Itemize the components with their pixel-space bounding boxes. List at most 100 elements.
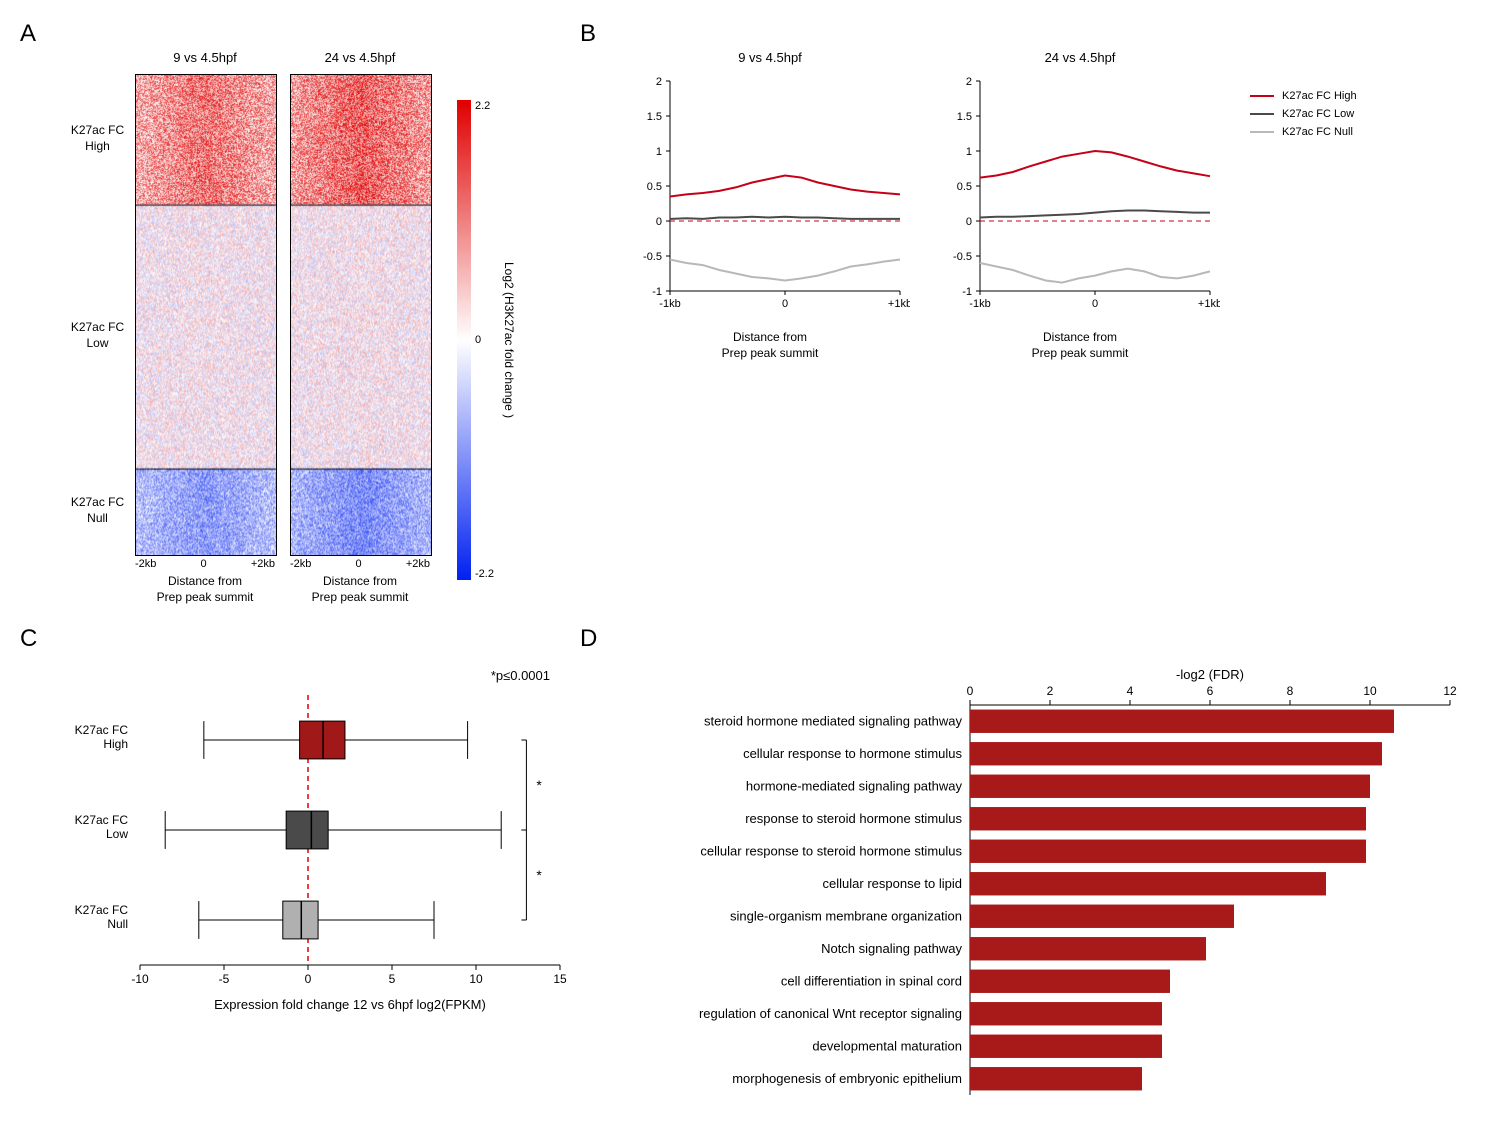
legend-item: K27ac FC Null <box>1250 126 1357 138</box>
heatmap-title: 9 vs 4.5hpf <box>135 50 275 68</box>
svg-text:10: 10 <box>469 972 483 986</box>
svg-text:1.5: 1.5 <box>957 111 972 123</box>
legend-swatch <box>1250 113 1274 115</box>
tick-label: -2kb <box>290 558 311 570</box>
panel-a-label: A <box>20 20 36 48</box>
panel-b-label: B <box>580 20 596 48</box>
svg-text:0: 0 <box>656 216 662 228</box>
svg-text:15: 15 <box>553 972 567 986</box>
panel-d: D 024681012-log2 (FDR)steroid hormone me… <box>580 625 1500 1110</box>
profile-xlabel: Distance from Prep peak summit <box>940 330 1220 361</box>
profile-title: 9 vs 4.5hpf <box>630 50 910 65</box>
panel-b: B 9 vs 4.5hpf -1 -0.5 0 0.5 1 1.5 2 -1kb 0 +1kb D… <box>580 20 1500 605</box>
svg-text:0: 0 <box>305 972 312 986</box>
svg-text:-1: -1 <box>652 286 662 298</box>
heatmap-xlabel: Distance from Prep peak summit <box>135 574 275 605</box>
svg-text:-0.5: -0.5 <box>953 251 972 263</box>
profile-xlabel: Distance from Prep peak summit <box>630 330 910 361</box>
heatmap-canvas <box>135 74 277 556</box>
heatmap-xticks: -2kb 0 +2kb <box>290 558 430 570</box>
svg-text:response to steroid hormone st: response to steroid hormone stimulus <box>745 811 962 826</box>
tick-label: 0 <box>201 558 207 570</box>
legend-label: K27ac FC High <box>1282 90 1357 102</box>
svg-text:-1: -1 <box>962 286 972 298</box>
tick-label: 0 <box>475 334 494 346</box>
colorbar-label: Log2 (H3K27ac fold change ) <box>502 262 516 418</box>
barchart-svg: 024681012-log2 (FDR)steroid hormone medi… <box>640 665 1470 1105</box>
legend: K27ac FC High K27ac FC Low K27ac FC Null <box>1250 90 1357 144</box>
legend-item: K27ac FC High <box>1250 90 1357 102</box>
svg-text:-10: -10 <box>131 972 149 986</box>
tick-label: +2kb <box>251 558 275 570</box>
colorbar-ticks: 2.2 0 -2.2 <box>475 100 494 580</box>
tick-label: -2.2 <box>475 568 494 580</box>
svg-text:-0.5: -0.5 <box>643 251 662 263</box>
svg-text:10: 10 <box>1363 684 1377 698</box>
legend-label: K27ac FC Null <box>1282 126 1353 138</box>
tick-label: +2kb <box>406 558 430 570</box>
svg-text:-5: -5 <box>219 972 230 986</box>
tick-label: 2.2 <box>475 100 494 112</box>
colorbar-canvas <box>457 100 471 580</box>
svg-text:K27ac FC: K27ac FC <box>75 903 129 917</box>
heatmap-row-labels: K27ac FC High K27ac FC Low K27ac FC Null <box>60 74 135 594</box>
panel-c: C *p≤0.0001 -10 -5 0 5 10 15 Expression fold ch… <box>20 625 580 1110</box>
figure: A K27ac FC High K27ac FC Low K27ac FC Nu… <box>20 20 1480 1110</box>
svg-text:regulation of canonical Wnt re: regulation of canonical Wnt receptor sig… <box>699 1006 962 1021</box>
panel-c-label: C <box>20 625 37 653</box>
svg-text:morphogenesis of embryonic epi: morphogenesis of embryonic epithelium <box>732 1071 962 1086</box>
profile-title: 24 vs 4.5hpf <box>940 50 1220 65</box>
profile-plot-9vs4.5: 9 vs 4.5hpf -1-0.500.511.52-1kb0+1kb Dis… <box>630 50 910 361</box>
svg-text:2: 2 <box>1047 684 1054 698</box>
tick-label: 0 <box>356 558 362 570</box>
heatmap-xlabel: Distance from Prep peak summit <box>290 574 430 605</box>
heatmap-title: 24 vs 4.5hpf <box>290 50 430 68</box>
svg-text:0.5: 0.5 <box>957 181 972 193</box>
svg-text:cellular response to hormone s: cellular response to hormone stimulus <box>743 746 962 761</box>
svg-text:single-organism membrane organ: single-organism membrane organization <box>730 908 962 923</box>
legend-item: K27ac FC Low <box>1250 108 1357 120</box>
svg-text:6: 6 <box>1207 684 1214 698</box>
profile-svg: -1 -0.5 0 0.5 1 1.5 2 -1kb 0 +1kb <box>940 71 1220 321</box>
svg-text:+1kb: +1kb <box>1198 298 1220 310</box>
svg-text:Notch signaling pathway: Notch signaling pathway <box>821 941 962 956</box>
svg-text:0: 0 <box>966 216 972 228</box>
panel-d-label: D <box>580 625 597 653</box>
svg-text:1: 1 <box>966 146 972 158</box>
heatmap-xticks: -2kb 0 +2kb <box>135 558 275 570</box>
heatmap-row-label: K27ac FC Null <box>60 468 135 554</box>
svg-text:Low: Low <box>106 827 128 841</box>
heatmap-9vs4.5: 9 vs 4.5hpf -2kb 0 +2kb Distance from Pr… <box>135 50 275 605</box>
svg-text:0: 0 <box>1092 298 1098 310</box>
svg-text:Null: Null <box>107 917 128 931</box>
svg-text:2: 2 <box>656 76 662 88</box>
svg-text:2: 2 <box>966 76 972 88</box>
svg-text:1: 1 <box>656 146 662 158</box>
svg-text:+1kb: +1kb <box>888 298 910 310</box>
svg-text:0: 0 <box>967 684 974 698</box>
svg-text:-1kb: -1kb <box>969 298 990 310</box>
svg-text:cell differentiation in spinal: cell differentiation in spinal cord <box>781 973 962 988</box>
panel-a: A K27ac FC High K27ac FC Low K27ac FC Nu… <box>20 20 580 605</box>
svg-text:-1kb: -1kb <box>659 298 680 310</box>
profile-svg: -1-0.500.511.52-1kb0+1kb <box>630 71 910 321</box>
svg-text:*p≤0.0001: *p≤0.0001 <box>491 668 550 683</box>
svg-text:steroid hormone mediated signa: steroid hormone mediated signaling pathw… <box>704 713 962 728</box>
legend-swatch <box>1250 95 1274 97</box>
svg-text:Expression fold change 12 vs 6: Expression fold change 12 vs 6hpf log2(F… <box>214 997 486 1012</box>
svg-text:cellular response to lipid: cellular response to lipid <box>823 876 962 891</box>
svg-text:K27ac FC: K27ac FC <box>75 813 129 827</box>
profile-plot-24vs4.5: 24 vs 4.5hpf -1 -0.5 0 0.5 1 1.5 2 -1kb 0 +1kb Di… <box>940 50 1220 361</box>
svg-text:0.5: 0.5 <box>647 181 662 193</box>
svg-text:0: 0 <box>782 298 788 310</box>
svg-text:5: 5 <box>389 972 396 986</box>
svg-text:8: 8 <box>1287 684 1294 698</box>
svg-text:K27ac FC: K27ac FC <box>75 723 129 737</box>
svg-text:cellular response to steroid h: cellular response to steroid hormone sti… <box>700 843 962 858</box>
svg-text:High: High <box>103 737 128 751</box>
colorbar: 2.2 0 -2.2 Log2 (H3K27ac fold change ) <box>457 74 558 605</box>
boxplot-svg: *p≤0.0001 -10 -5 0 5 10 15 Expression fold chan… <box>50 655 580 1015</box>
svg-text:developmental maturation: developmental maturation <box>812 1038 962 1053</box>
svg-text:12: 12 <box>1443 684 1457 698</box>
svg-text:*: * <box>536 867 542 883</box>
